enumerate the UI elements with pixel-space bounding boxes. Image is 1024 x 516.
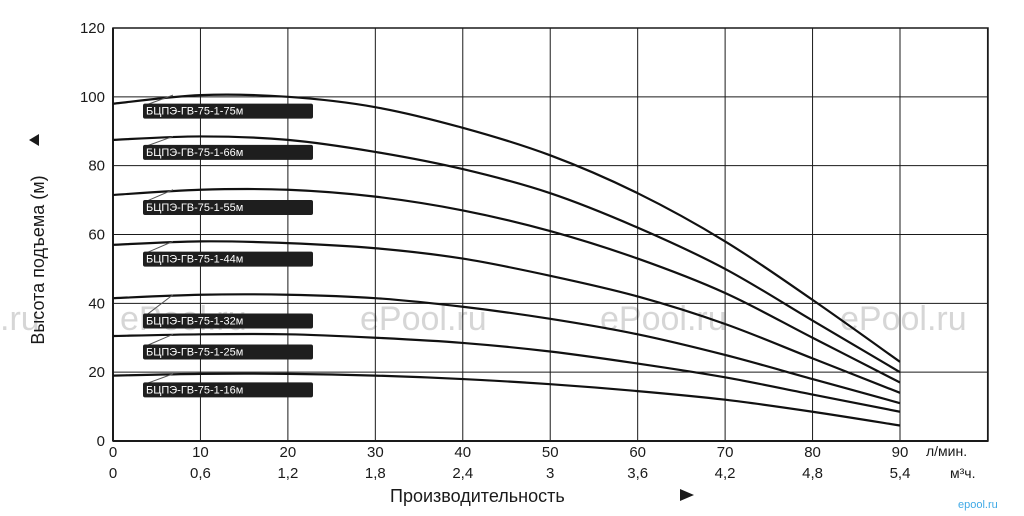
series-label-leader [146, 333, 174, 346]
x-tick-label-secondary: 1,2 [277, 465, 298, 482]
tick-labels: 02040608010012000100,6201,2301,8402,4503… [80, 20, 910, 482]
brand-watermark: epool.ru [958, 499, 998, 511]
x-tick-label-secondary: 0,6 [190, 465, 211, 482]
x-tick-label: 10 [192, 444, 209, 461]
series-line [112, 135, 901, 374]
series-label-leader [146, 94, 174, 106]
series-line [112, 293, 901, 405]
x-tick-label-secondary: 3,6 [627, 465, 648, 482]
series-label: БЦПЭ-ГВ-75-1-44м [146, 254, 243, 266]
series-label-leader [146, 135, 174, 147]
watermark: .ru [0, 300, 40, 338]
y-tick-label: 60 [88, 227, 105, 244]
x-unit-primary: л/мин. [926, 443, 967, 459]
series-label-leader [146, 373, 174, 384]
x-tick-label: 30 [367, 444, 384, 461]
x-tick-label-secondary: 4,8 [802, 465, 823, 482]
x-tick-label: 50 [542, 444, 559, 461]
x-tick-label: 60 [629, 444, 646, 461]
series-label-leader [146, 189, 174, 202]
series-label: БЦПЭ-ГВ-75-1-16м [146, 384, 243, 396]
x-tick-label: 40 [454, 444, 471, 461]
y-tick-label: 80 [88, 158, 105, 175]
series-label-box [143, 103, 313, 119]
series-line [112, 332, 901, 413]
series-label: БЦПЭ-ГВ-75-1-32м [146, 316, 243, 328]
x-tick-label: 0 [109, 444, 117, 461]
series-labels: БЦПЭ-ГВ-75-1-75м БЦПЭ-ГВ-75-1-66м БЦПЭ-ГВ-… [143, 94, 313, 398]
x-tick-label-secondary: 0 [109, 465, 117, 482]
grid [112, 27, 989, 442]
series-label-box [143, 382, 313, 398]
x-tick-label-secondary: 1,8 [365, 465, 386, 482]
series-label: БЦПЭ-ГВ-75-1-66м [146, 147, 243, 159]
watermark: ePool.ru [360, 300, 487, 338]
x-tick-label: 90 [892, 444, 909, 461]
series-label-box [143, 199, 313, 215]
x-tick-label: 20 [280, 444, 297, 461]
x-tick-label-secondary: 5,4 [890, 465, 911, 482]
y-tick-label: 0 [97, 433, 105, 450]
y-tick-label: 20 [88, 364, 105, 381]
series-label-box [143, 144, 313, 160]
x-tick-label-secondary: 2,4 [452, 465, 473, 482]
y-tick-label: 120 [80, 20, 105, 37]
x-tick-label: 80 [804, 444, 821, 461]
x-tick-label-secondary: 3 [546, 465, 554, 482]
series-line [112, 372, 901, 427]
curves [112, 93, 901, 427]
series-label-box [143, 251, 313, 267]
series-label: БЦПЭ-ГВ-75-1-55м [146, 202, 243, 214]
y-tick-label: 100 [80, 89, 105, 106]
series-line [112, 93, 901, 363]
x-tick-label-secondary: 4,2 [715, 465, 736, 482]
series-label: БЦПЭ-ГВ-75-1-75м [146, 106, 243, 118]
series-label-leader [146, 294, 174, 315]
y-axis-title: Высота подъема (м) [28, 175, 48, 344]
x-axis-title: Производительность [390, 486, 565, 506]
watermark: ePool.ru [840, 300, 967, 338]
x-unit-secondary: м³ч. [950, 465, 975, 481]
y-tick-label: 40 [88, 295, 105, 312]
y-axis-arrow-icon [29, 134, 39, 146]
series-line [112, 240, 901, 394]
series-line [112, 187, 901, 384]
series-label-leader [146, 240, 174, 254]
series-label-box [143, 313, 313, 329]
series-label-box [143, 344, 313, 360]
x-tick-label: 70 [717, 444, 734, 461]
x-axis-arrow-icon [680, 489, 694, 501]
series-label: БЦПЭ-ГВ-75-1-25м [146, 347, 243, 359]
